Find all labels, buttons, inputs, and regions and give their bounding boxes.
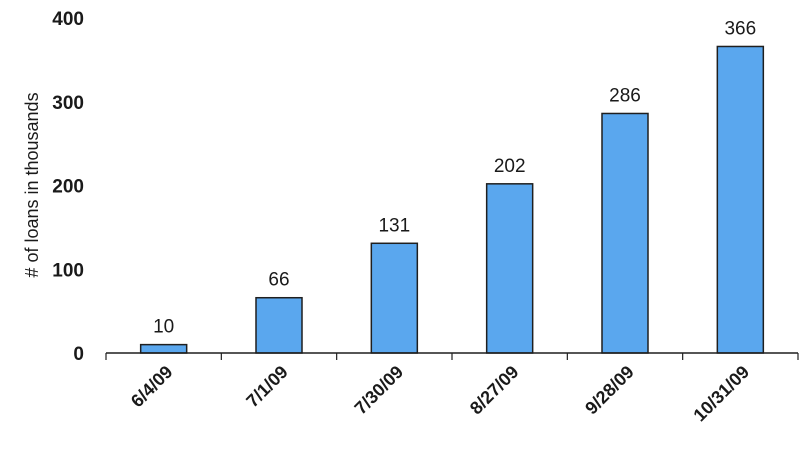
y-tick-label: 100 bbox=[52, 260, 84, 281]
y-axis-title: # of loans in thousands bbox=[22, 92, 42, 277]
bar bbox=[139, 343, 188, 354]
data-label: 202 bbox=[494, 156, 526, 177]
bar bbox=[716, 45, 765, 354]
x-tick-label: 9/28/09 bbox=[581, 362, 638, 419]
bar bbox=[370, 242, 419, 354]
bar bbox=[601, 112, 649, 354]
bars bbox=[139, 45, 765, 354]
y-axis-title-group: # of loans in thousands bbox=[22, 92, 42, 277]
x-tick-label: 7/30/09 bbox=[351, 362, 408, 419]
data-label: 131 bbox=[378, 215, 410, 236]
bar bbox=[255, 296, 303, 354]
bar bbox=[485, 183, 534, 354]
y-tick-label: 300 bbox=[52, 93, 84, 114]
x-tick-label: 6/4/09 bbox=[127, 362, 177, 412]
data-label: 10 bbox=[153, 317, 174, 338]
data-label: 286 bbox=[609, 85, 641, 106]
data-labels: 10 66 131 202 286 366 bbox=[153, 18, 756, 337]
x-axis-labels: 6/4/09 7/1/09 7/30/09 8/27/09 9/28/09 10/31/0… bbox=[127, 362, 753, 426]
y-tick-label: 200 bbox=[52, 177, 84, 198]
x-tick-label: 7/1/09 bbox=[242, 362, 292, 412]
y-tick-label: 400 bbox=[52, 9, 84, 30]
x-tick-label: 8/27/09 bbox=[466, 362, 523, 419]
y-axis-ticks: 0 100 200 300 400 bbox=[52, 9, 84, 365]
y-tick-label: 0 bbox=[73, 344, 84, 365]
x-axis-ticks bbox=[105, 353, 799, 360]
x-tick-label: 10/31/09 bbox=[689, 362, 753, 426]
data-label: 366 bbox=[724, 18, 756, 39]
data-label: 66 bbox=[268, 270, 289, 291]
